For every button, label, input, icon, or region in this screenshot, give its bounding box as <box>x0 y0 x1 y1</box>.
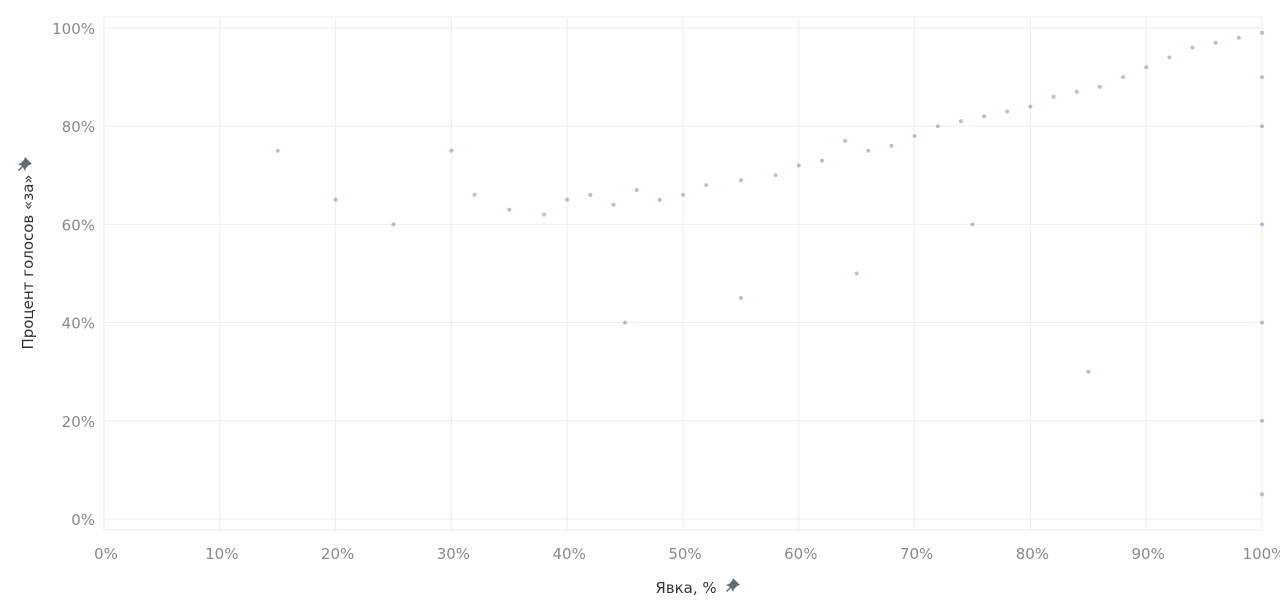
data-point <box>1190 45 1195 50</box>
data-point <box>1144 65 1149 70</box>
data-point <box>1005 109 1010 114</box>
data-point <box>565 197 570 202</box>
data-point <box>449 148 454 153</box>
data-point <box>1086 369 1091 374</box>
data-point <box>634 188 639 192</box>
x-tick-label: 50% <box>668 545 701 563</box>
data-point <box>507 207 512 212</box>
x-tick-label: 80% <box>1016 545 1049 563</box>
data-point <box>1213 40 1218 45</box>
x-tick-label: 30% <box>437 545 470 563</box>
data-point <box>773 173 778 178</box>
data-point <box>1167 55 1172 60</box>
x-tick-label: 100% <box>1243 545 1280 563</box>
data-point <box>1097 84 1102 89</box>
data-point <box>333 197 338 202</box>
data-point <box>391 222 396 227</box>
data-point <box>820 158 824 163</box>
data-point <box>588 192 593 197</box>
data-point <box>738 296 743 300</box>
points-layer <box>275 30 1264 497</box>
x-tick-label: 20% <box>321 545 354 563</box>
y-axis-pin-icon[interactable] <box>18 157 32 171</box>
data-point <box>866 148 871 153</box>
y-tick-label: 20% <box>62 413 95 431</box>
data-point <box>1236 35 1241 40</box>
x-tick-label: 70% <box>900 545 933 563</box>
data-point <box>1260 418 1264 423</box>
y-axis-title: Процент голосов «за» <box>19 174 37 349</box>
data-point <box>935 124 940 129</box>
data-point <box>657 197 662 202</box>
data-point <box>704 183 709 188</box>
data-point <box>854 271 859 276</box>
data-point <box>681 192 685 197</box>
data-point <box>1260 75 1264 80</box>
data-point <box>542 212 546 217</box>
y-tick-label: 60% <box>62 216 95 234</box>
data-point <box>1260 124 1264 129</box>
data-point <box>1074 89 1079 94</box>
x-tick-label: 40% <box>553 545 586 563</box>
x-tick-label: 10% <box>205 545 238 563</box>
data-point <box>1051 94 1056 99</box>
data-point <box>1260 222 1264 227</box>
data-point <box>958 119 963 124</box>
y-tick-label: 40% <box>62 315 95 333</box>
y-tick-label: 0% <box>71 511 95 529</box>
ticks-layer: 0% 10% 20% 30% 40% 50% 60% 70% 80% 90% 100% 0% 20% 40… <box>52 20 1280 563</box>
y-tick-label: 80% <box>62 118 95 136</box>
data-point <box>982 114 987 119</box>
data-point <box>1260 30 1264 35</box>
data-point <box>1260 320 1264 325</box>
data-point <box>796 163 801 168</box>
data-point <box>611 202 616 207</box>
data-point <box>889 143 894 148</box>
grid-layer <box>103 16 1263 531</box>
data-point <box>912 134 917 138</box>
data-point <box>1028 104 1033 109</box>
data-point <box>275 148 280 153</box>
x-tick-label: 90% <box>1132 545 1165 563</box>
x-tick-label: 60% <box>784 545 817 563</box>
data-point <box>472 192 477 197</box>
data-point <box>1121 75 1125 80</box>
data-point <box>1260 492 1264 497</box>
data-point <box>970 222 975 227</box>
data-point <box>843 138 848 143</box>
x-tick-label: 0% <box>94 545 118 563</box>
x-axis-pin-icon[interactable] <box>726 578 740 592</box>
y-tick-label: 100% <box>52 20 95 38</box>
x-axis-title: Явка, % <box>655 579 716 597</box>
data-point <box>623 320 628 325</box>
data-point <box>738 178 743 183</box>
